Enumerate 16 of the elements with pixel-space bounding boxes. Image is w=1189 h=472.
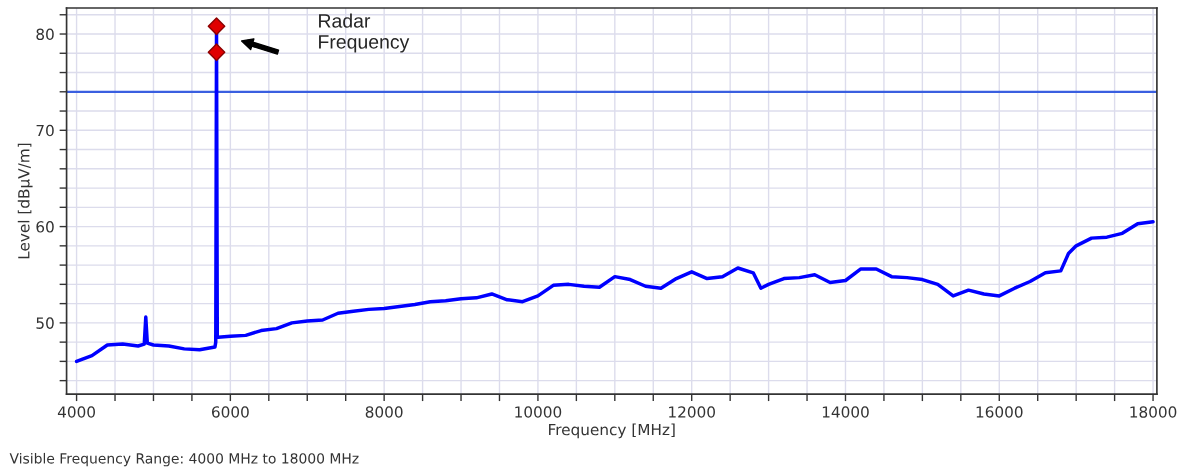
y-tick-label: 60 (36, 221, 54, 233)
text: Visible Frequency Range: 4000 MHz to 18000 MHz (9, 452, 359, 467)
y-tick-label: 50 (36, 317, 54, 329)
x-tick-label: 6000 (211, 406, 249, 418)
y-tick-label: 70 (36, 124, 54, 137)
x-tick-label: 12000 (669, 406, 715, 418)
annotation: Radar Frequency (319, 13, 410, 53)
x-tick-label: 10000 (515, 406, 562, 418)
x-axis-title: Frequency [MHz] (549, 423, 675, 439)
x-tick-label: 18000 (1130, 406, 1177, 418)
y-axis-title: Level [dBµV/m] (17, 143, 33, 259)
x-tick-label: 16000 (976, 406, 1023, 418)
y-tick-label: 80 (36, 28, 54, 41)
x-tick-label: 8000 (365, 406, 403, 418)
x-tick-label: 14000 (822, 406, 869, 418)
x-tick-label: 4000 (57, 406, 96, 418)
